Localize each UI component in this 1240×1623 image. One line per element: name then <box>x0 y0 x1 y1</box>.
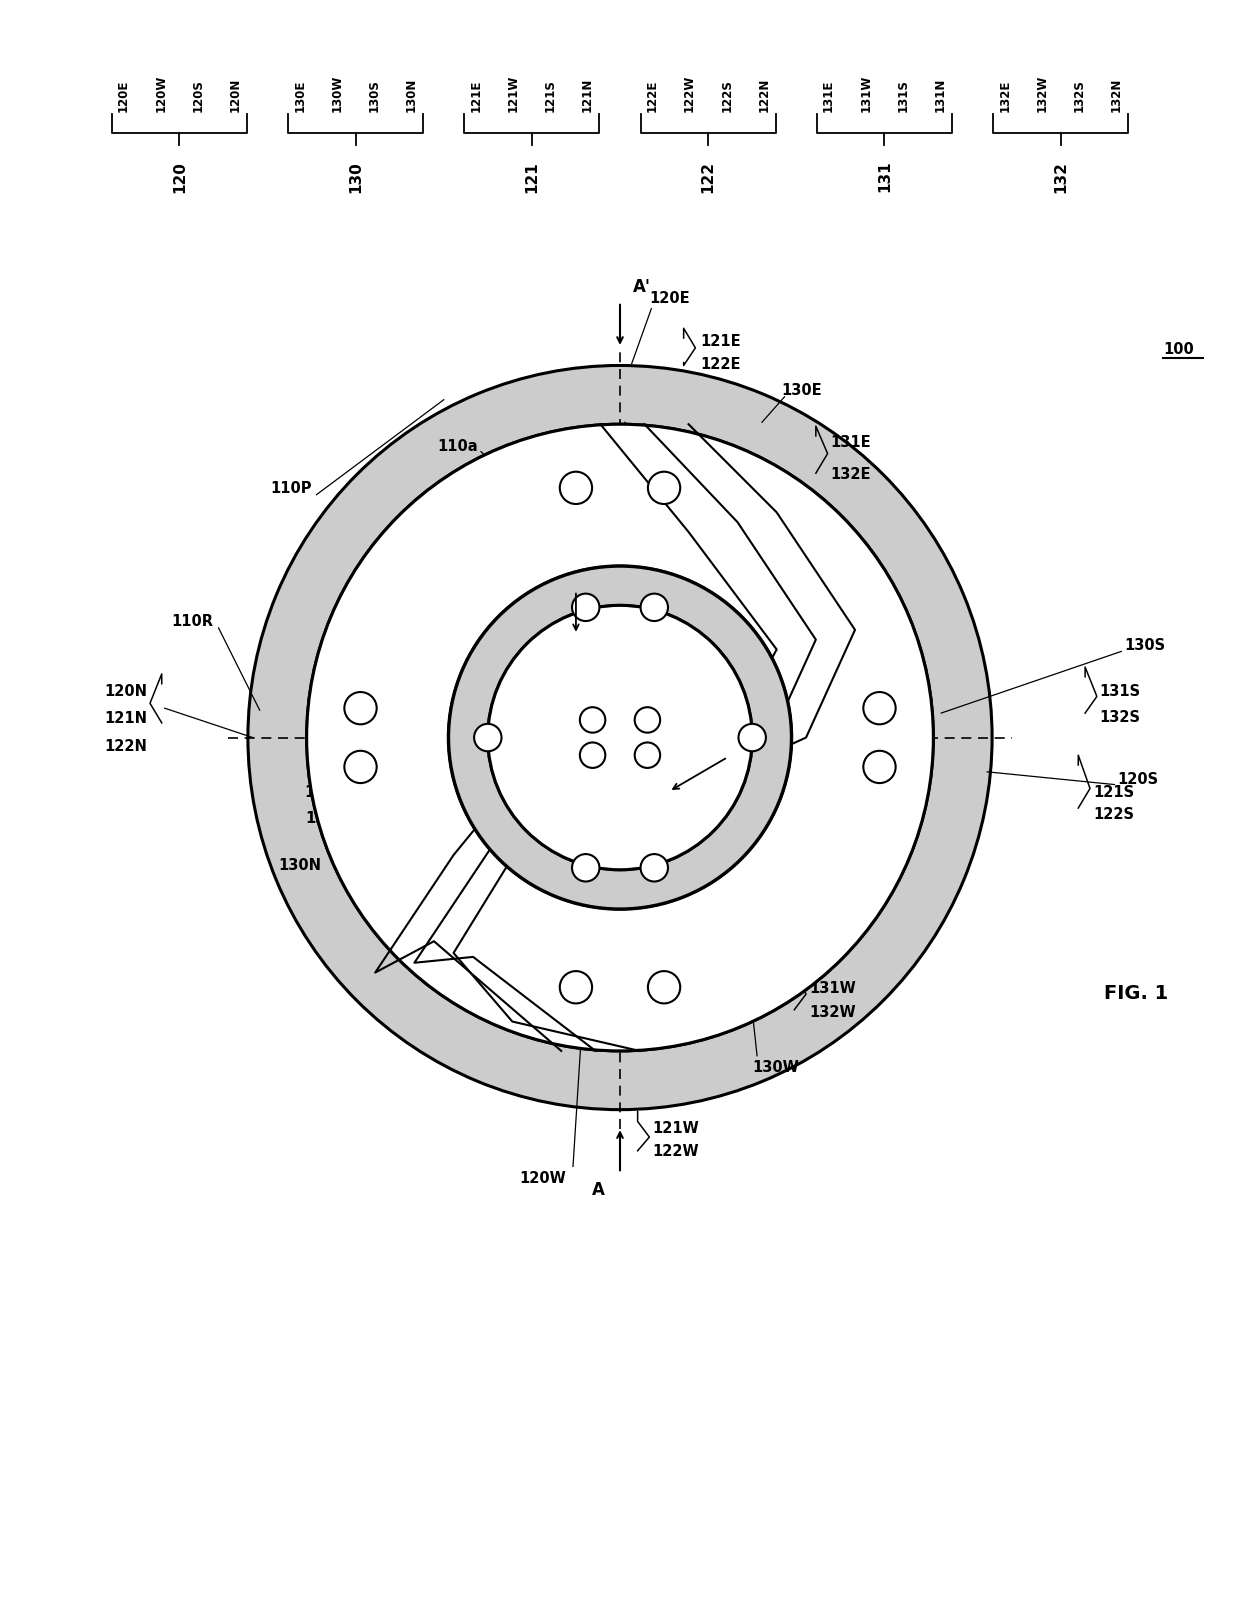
Circle shape <box>306 425 934 1052</box>
Text: 130E: 130E <box>294 80 306 112</box>
Circle shape <box>572 855 599 881</box>
Text: 132N: 132N <box>1110 78 1123 112</box>
Text: 120W: 120W <box>154 75 167 112</box>
Circle shape <box>580 708 605 734</box>
Circle shape <box>641 855 668 881</box>
Circle shape <box>641 594 668 622</box>
Text: 110R: 110R <box>171 613 213 628</box>
Circle shape <box>649 472 681 505</box>
Text: 121N: 121N <box>582 78 594 112</box>
Circle shape <box>863 751 895 784</box>
Text: 121N: 121N <box>104 711 148 725</box>
Text: A: A <box>591 1180 605 1198</box>
Text: 121W: 121W <box>507 75 520 112</box>
Text: 132W: 132W <box>1035 75 1049 112</box>
Text: 130N: 130N <box>405 78 418 112</box>
Circle shape <box>739 724 766 751</box>
Text: 132N: 132N <box>305 812 347 826</box>
Text: 110: 110 <box>627 451 658 467</box>
Circle shape <box>474 724 501 751</box>
Text: 121E: 121E <box>701 334 742 349</box>
Circle shape <box>649 972 681 1003</box>
Circle shape <box>345 693 377 725</box>
Text: 121S: 121S <box>544 80 557 112</box>
Text: 131: 131 <box>877 161 892 193</box>
Text: 122E: 122E <box>646 80 658 112</box>
Text: 120W: 120W <box>520 1170 567 1186</box>
Text: 120E: 120E <box>117 80 130 112</box>
Text: 130S: 130S <box>368 80 381 112</box>
Text: 130W: 130W <box>753 1060 799 1074</box>
Text: 120S: 120S <box>1117 771 1158 787</box>
Text: 110P: 110P <box>270 480 311 497</box>
Text: 121S: 121S <box>1092 784 1135 800</box>
Text: 132S: 132S <box>1073 80 1086 112</box>
Text: 130W: 130W <box>331 75 343 112</box>
Circle shape <box>863 693 895 725</box>
Text: 110a: 110a <box>438 438 477 454</box>
Text: 122S: 122S <box>1092 807 1133 821</box>
Text: A': A' <box>632 278 651 295</box>
Circle shape <box>572 594 599 622</box>
Text: 131N: 131N <box>305 784 347 800</box>
Circle shape <box>559 972 591 1003</box>
Wedge shape <box>449 566 791 909</box>
Text: 122N: 122N <box>104 738 148 753</box>
Circle shape <box>449 566 791 909</box>
Circle shape <box>487 605 753 870</box>
Text: 131N: 131N <box>934 78 946 112</box>
Text: 121: 121 <box>525 161 539 193</box>
Text: 131W: 131W <box>808 980 856 995</box>
Text: 132: 132 <box>1053 161 1068 193</box>
Text: 120S: 120S <box>191 80 205 112</box>
Text: 132W: 132W <box>808 1005 856 1019</box>
Circle shape <box>559 472 591 505</box>
Text: 131E: 131E <box>822 80 835 112</box>
Text: 100: 100 <box>1163 341 1194 357</box>
Wedge shape <box>248 367 992 1110</box>
Circle shape <box>580 743 605 768</box>
Text: 131E: 131E <box>831 435 872 450</box>
Text: 122S: 122S <box>720 80 733 112</box>
Text: 132E: 132E <box>998 80 1012 112</box>
Text: 131S: 131S <box>897 80 909 112</box>
Text: 131S: 131S <box>1100 683 1141 698</box>
Text: 120N: 120N <box>228 78 242 112</box>
Text: FIG. 1: FIG. 1 <box>1104 984 1168 1001</box>
Text: 120E: 120E <box>650 291 689 305</box>
Text: 122E: 122E <box>701 357 740 372</box>
Text: 132E: 132E <box>831 466 870 482</box>
Circle shape <box>635 743 660 768</box>
Text: 122: 122 <box>701 161 715 193</box>
Text: 120: 120 <box>172 161 187 193</box>
Text: 131W: 131W <box>859 75 872 112</box>
Text: 130: 130 <box>348 161 363 193</box>
Text: 121E: 121E <box>470 80 482 112</box>
Text: 130E: 130E <box>781 383 822 398</box>
Text: 121W: 121W <box>652 1120 699 1134</box>
Text: 122W: 122W <box>683 75 696 112</box>
Text: 130N: 130N <box>278 859 321 873</box>
Text: 120N: 120N <box>104 683 148 698</box>
Text: 132S: 132S <box>1100 709 1141 724</box>
Text: 122W: 122W <box>652 1144 699 1159</box>
Text: 130S: 130S <box>1125 638 1166 652</box>
Circle shape <box>635 708 660 734</box>
Text: 122N: 122N <box>758 78 770 112</box>
Circle shape <box>345 751 377 784</box>
